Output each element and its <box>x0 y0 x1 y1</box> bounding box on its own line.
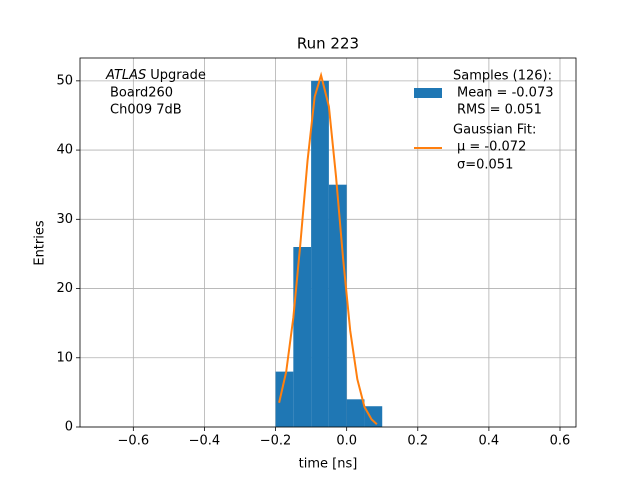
fit-line <box>278 71 378 425</box>
annotation: Board260 <box>110 86 173 101</box>
x-tick-label: 0.2 <box>407 434 428 449</box>
y-tick-label: 0 <box>65 420 73 435</box>
legend-label: RMS = 0.051 <box>457 103 542 118</box>
annotation-experiment: ATLAS <box>105 68 146 83</box>
legend-label: σ=0.051 <box>457 158 513 173</box>
annotation: Ch009 7dB <box>110 103 182 118</box>
x-tick-label: −0.4 <box>189 434 221 449</box>
plot-frame <box>79 57 577 428</box>
legend-swatch <box>414 88 442 98</box>
y-tick-label: 30 <box>56 212 73 227</box>
bar <box>311 80 329 427</box>
y-tick-label: 40 <box>56 143 73 158</box>
x-tick-label: 0.4 <box>479 434 500 449</box>
annotation-label: Upgrade <box>150 68 206 83</box>
legend-label: Samples (126): <box>453 69 552 84</box>
chart-title: Run 223 <box>297 35 359 53</box>
annotation: ATLAS Upgrade <box>105 68 206 83</box>
x-tick-label: 0.0 <box>336 434 357 449</box>
bar <box>364 406 383 427</box>
y-axis-label: Entries <box>33 220 48 266</box>
legend-label: μ = -0.072 <box>457 140 526 155</box>
bar <box>293 247 312 427</box>
x-tick-label: −0.2 <box>260 434 292 449</box>
x-tick-label: 0.6 <box>550 434 571 449</box>
bar <box>346 399 365 427</box>
x-axis-label: time [ns] <box>299 457 358 472</box>
bar <box>328 184 347 427</box>
y-tick-label: 20 <box>56 281 73 296</box>
x-tick-label: −0.6 <box>118 434 150 449</box>
bar <box>275 371 294 427</box>
y-tick-label: 50 <box>56 73 73 88</box>
legend-label: Gaussian Fit: <box>453 123 536 138</box>
y-tick-label: 10 <box>56 350 73 365</box>
legend-label: Mean = -0.073 <box>457 86 553 101</box>
